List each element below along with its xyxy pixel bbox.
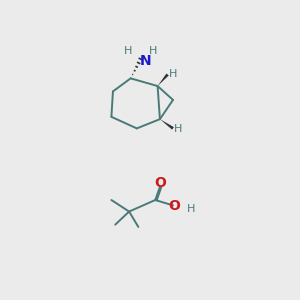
Polygon shape — [160, 119, 174, 130]
Text: H: H — [149, 46, 157, 56]
Text: O: O — [168, 199, 180, 213]
Text: H: H — [187, 204, 196, 214]
Text: H: H — [174, 124, 183, 134]
Text: H: H — [169, 69, 177, 79]
Text: H: H — [123, 46, 132, 56]
Polygon shape — [158, 74, 169, 86]
Text: O: O — [154, 176, 166, 190]
Text: N: N — [140, 54, 152, 68]
